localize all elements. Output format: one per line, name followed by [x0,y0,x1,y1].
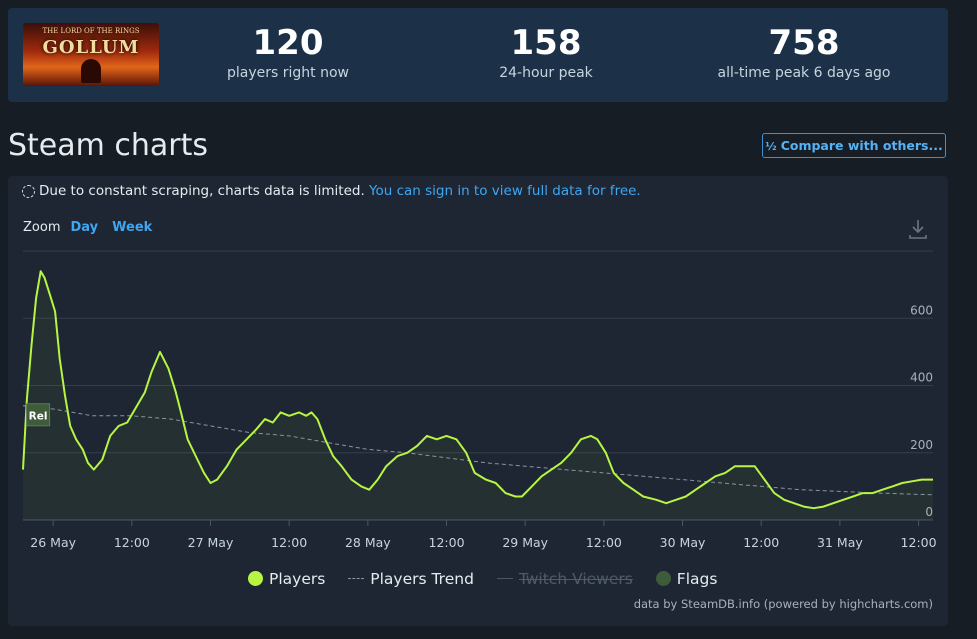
stat-value: 158 [510,23,582,63]
chart-panel: Due to constant scraping, charts data is… [8,176,948,626]
players-area [23,271,933,520]
y-tick-label: 400 [910,371,933,385]
x-tick-label: 12:00 [429,535,465,550]
x-tick-label: 30 May [660,535,706,550]
legend-players-label: Players [269,570,326,588]
x-tick-label: 28 May [345,535,391,550]
x-tick-label: 31 May [817,535,863,550]
notice-text: Due to constant scraping, charts data is… [39,183,365,199]
sign-in-link[interactable]: You can sign in to view full data for fr… [369,183,641,199]
stat-label: all-time peak 6 days ago [717,65,891,81]
stat-24h-peak: 158 24-hour peak [426,22,666,82]
thumbnail-figure [81,59,101,83]
x-tick-label: 12:00 [271,535,307,550]
compare-button[interactable]: ½ Compare with others... [762,133,946,158]
trend-swatch [348,578,365,579]
compare-label: Compare with others... [780,138,943,153]
legend-flags[interactable]: Flags [655,570,718,588]
zoom-label: Zoom [23,220,61,235]
compare-icon: ½ [765,140,777,153]
chart-credits[interactable]: data by SteamDB.info (powered by highcha… [633,597,933,611]
scraping-notice: Due to constant scraping, charts data is… [22,183,641,199]
stat-value: 758 [768,23,840,63]
flags-swatch [655,571,671,586]
x-tick-label: 27 May [188,535,234,550]
stat-all-time-peak: 758 all-time peak 6 days ago [684,22,924,82]
stat-current-players: 120 players right now [168,22,408,82]
x-tick-label: 12:00 [901,535,937,550]
x-tick-label: 29 May [502,535,548,550]
stats-bar: THE LORD OF THE RINGS GOLLUM 120 players… [8,8,948,102]
x-tick-label: 12:00 [114,535,150,550]
download-icon[interactable] [908,218,928,240]
zoom-day-button[interactable]: Day [70,220,99,235]
twitch-swatch [496,578,513,579]
release-flag [26,403,51,427]
release-flag-label: Rel [29,410,48,422]
x-tick-label: 26 May [30,535,76,550]
legend-players[interactable]: Players [248,570,325,588]
dashed-circle-icon [22,185,35,198]
player-chart[interactable]: 0 200 400 600 26 May 12:00 27 May 12:00 28 May 12… [8,176,948,566]
zoom-controls: Zoom Day Week [23,220,166,235]
stat-label: players right now [227,65,349,81]
y-tick-label: 200 [910,438,933,452]
x-tick-label: 12:00 [586,535,622,550]
section-title: Steam charts [8,128,209,163]
y-tick-label: 600 [910,303,933,317]
stat-value: 120 [252,23,324,63]
thumbnail-top-text: THE LORD OF THE RINGS [42,27,140,35]
legend-twitch[interactable]: Twitch Viewers [496,570,633,588]
y-tick-label: 0 [925,505,933,519]
legend-trend[interactable]: Players Trend [348,570,474,588]
x-tick-label: 12:00 [743,535,779,550]
chart-legend: Players Players Trend Twitch Viewers Fla… [248,570,735,588]
players-swatch [248,571,263,586]
thumbnail-title: GOLLUM [42,37,140,58]
players-line [22,270,933,510]
zoom-week-button[interactable]: Week [112,220,153,235]
game-thumbnail[interactable]: THE LORD OF THE RINGS GOLLUM [23,23,159,86]
legend-twitch-label: Twitch Viewers [518,570,633,588]
legend-flags-label: Flags [676,570,718,588]
stat-label: 24-hour peak [499,65,593,81]
players-trend-line [22,405,934,496]
legend-trend-label: Players Trend [370,570,474,588]
